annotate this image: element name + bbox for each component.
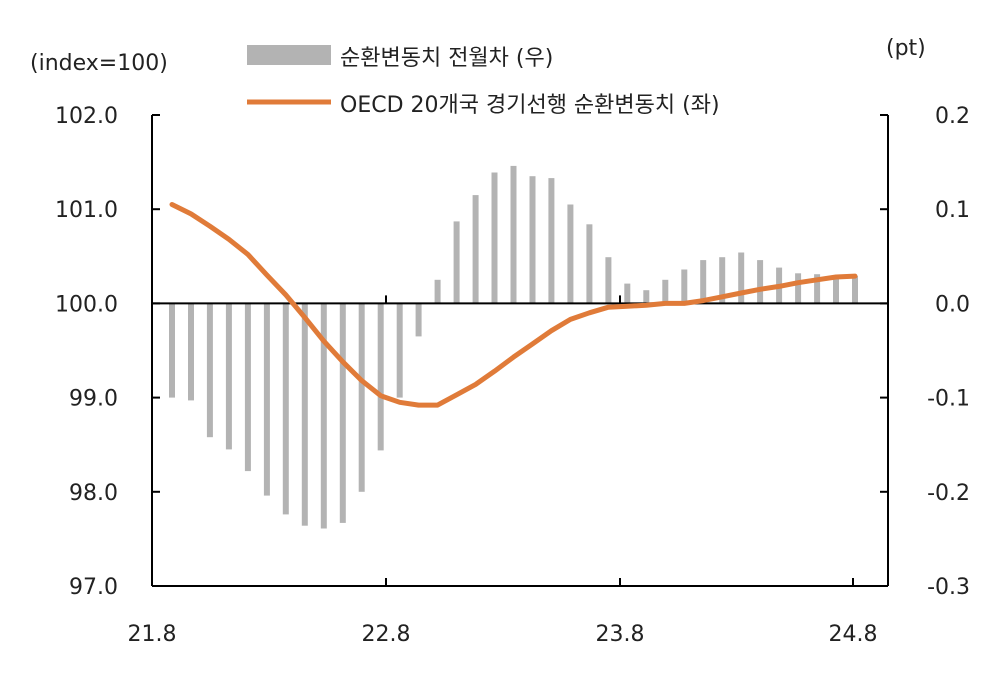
left-tick-label-2: 100.0	[55, 292, 118, 317]
bar-23.2	[510, 165, 517, 304]
right-axis-unit: (pt)	[886, 36, 926, 61]
right-tick-label-2: 0.0	[935, 292, 970, 317]
bar-23.4	[548, 178, 555, 304]
bar-22.6	[358, 303, 365, 492]
bar-22.2	[282, 303, 289, 515]
bar-22.1	[263, 303, 270, 496]
bar-22.12	[472, 195, 479, 304]
bar-22.7	[377, 303, 384, 451]
bar-24.3	[757, 260, 764, 304]
bar-22.8	[396, 303, 403, 398]
line-series-oecd	[169, 202, 858, 408]
bar-23.11	[681, 269, 688, 304]
left-tick-label-3: 99.0	[69, 387, 118, 412]
bar-23.7	[605, 257, 612, 304]
x-tick-label-0: 21.8	[128, 622, 177, 647]
bar-22.5	[339, 303, 346, 523]
bar-23.12	[700, 260, 707, 304]
right-tick-label-4: -0.2	[927, 481, 970, 506]
bar-22.10	[434, 279, 441, 304]
plot-area: 102.0 101.0 100.0 99.0 98.0 97.0 0.2 0.1 0.0 -0.1…	[55, 104, 970, 647]
left-tick-label-5: 97.0	[69, 575, 118, 600]
bar-24.5	[795, 273, 802, 304]
right-tick-label-1: 0.1	[935, 198, 970, 223]
bar-24.8	[852, 276, 858, 304]
bar-23.3	[529, 176, 536, 304]
bar-23.1	[491, 172, 498, 304]
right-tick-label-0: 0.2	[935, 104, 970, 129]
bar-22.4	[320, 303, 327, 529]
bar-22.9	[415, 303, 422, 337]
left-axis-unit: (index=100)	[30, 51, 168, 76]
left-tick-label-4: 98.0	[69, 481, 118, 506]
bar-21.8	[169, 303, 175, 398]
bar-21.10	[206, 303, 213, 438]
bar-21.11	[225, 303, 232, 450]
bar-23.9	[643, 290, 650, 304]
right-tick-label-3: -0.1	[927, 387, 970, 412]
x-tick-label-3: 24.8	[829, 622, 878, 647]
left-tick-label-1: 101.0	[55, 198, 118, 223]
bar-23.10	[662, 279, 669, 304]
legend-label-line: OECD 20개국 경기선행 순환변동치 (좌)	[340, 93, 720, 118]
bar-22.11	[453, 221, 460, 304]
left-tick-label-0: 102.0	[55, 104, 118, 129]
bar-21.9	[188, 303, 194, 401]
bar-23.5	[567, 204, 574, 304]
bar-22.3	[301, 303, 308, 526]
right-tick-label-5: -0.3	[927, 575, 970, 600]
legend: 순환변동치 전월차 (우) OECD 20개국 경기선행 순환변동치 (좌)	[247, 45, 720, 118]
bar-23.6	[586, 224, 593, 304]
bar-24.1	[719, 257, 726, 304]
bar-24.7	[833, 277, 839, 304]
bar-24.2	[738, 252, 745, 304]
legend-swatch-bar	[247, 45, 331, 65]
bar-21.12	[244, 303, 251, 472]
x-tick-label-2: 23.8	[596, 622, 645, 647]
bar-23.8	[624, 283, 631, 304]
x-tick-label-1: 22.8	[362, 622, 411, 647]
legend-label-bar: 순환변동치 전월차 (우)	[340, 46, 553, 71]
bar-24.6	[814, 274, 821, 304]
